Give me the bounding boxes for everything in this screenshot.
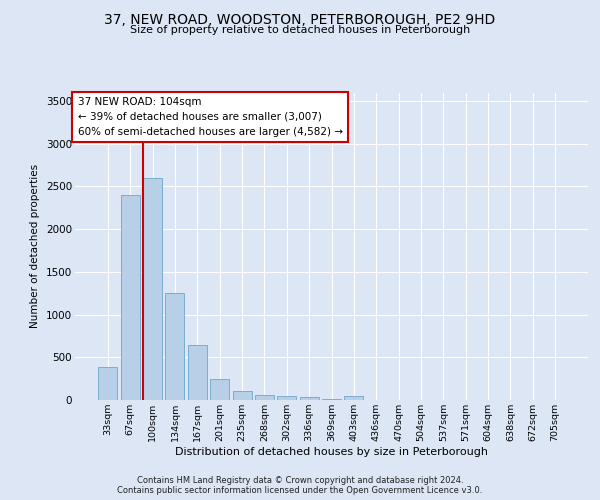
Bar [143,178,162,400]
Bar [277,396,296,400]
Text: 37, NEW ROAD, WOODSTON, PETERBOROUGH, PE2 9HD: 37, NEW ROAD, WOODSTON, PETERBOROUGH, PE… [104,12,496,26]
Bar [322,399,341,400]
Text: 37 NEW ROAD: 104sqm
← 39% of detached houses are smaller (3,007)
60% of semi-det: 37 NEW ROAD: 104sqm ← 39% of detached ho… [77,97,343,136]
Bar [210,378,229,400]
Bar [121,195,140,400]
Bar [344,396,364,400]
Y-axis label: Number of detached properties: Number of detached properties [31,164,40,328]
Bar [188,346,207,400]
Bar [255,395,274,400]
Text: Contains HM Land Registry data © Crown copyright and database right 2024.: Contains HM Land Registry data © Crown c… [137,476,463,485]
Bar [233,391,251,400]
Bar [299,398,319,400]
Text: Size of property relative to detached houses in Peterborough: Size of property relative to detached ho… [130,25,470,35]
Bar [166,293,184,400]
Bar [98,366,118,400]
X-axis label: Distribution of detached houses by size in Peterborough: Distribution of detached houses by size … [175,447,488,457]
Text: Contains public sector information licensed under the Open Government Licence v3: Contains public sector information licen… [118,486,482,495]
